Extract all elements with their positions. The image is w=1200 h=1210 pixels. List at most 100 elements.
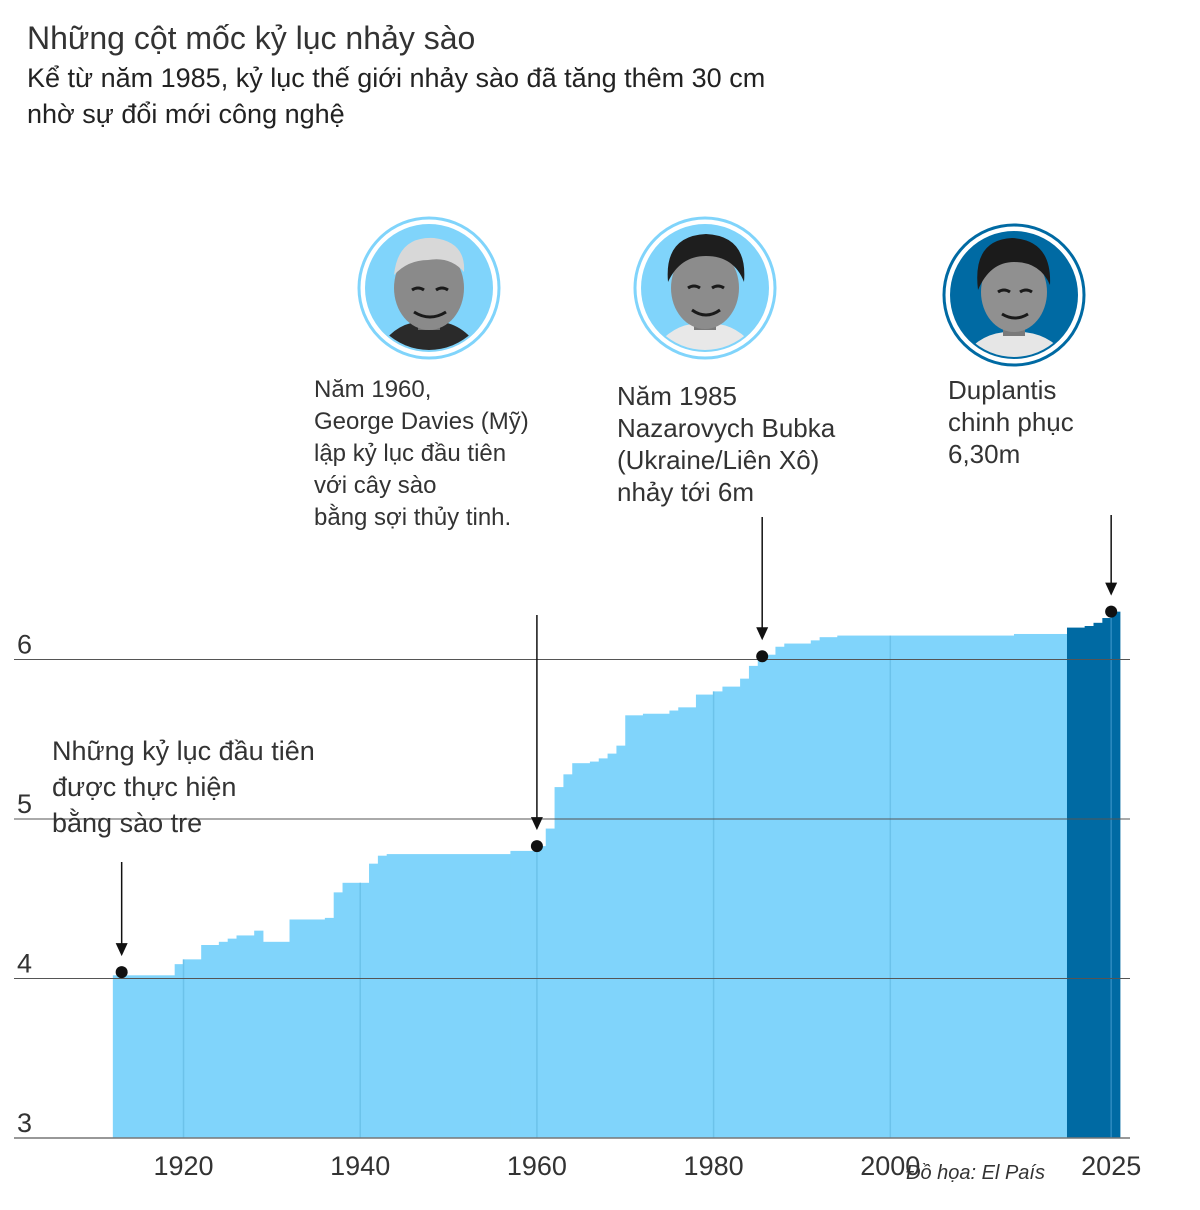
record-step-bar: [563, 774, 573, 1138]
y-tick-label: 5: [17, 789, 32, 819]
record-step-bar: [218, 941, 229, 1138]
arrow-layer: [115, 515, 1118, 957]
record-step-bar: [784, 643, 812, 1138]
x-tick-label: 1980: [684, 1151, 744, 1181]
annotation-line: Năm 1985: [617, 381, 737, 411]
record-step-bar: [254, 930, 264, 1138]
annotation-arrow-head: [530, 817, 543, 831]
record-marker-dot: [756, 650, 769, 663]
record-step-bar: [227, 938, 237, 1139]
record-step-bar: [678, 707, 697, 1138]
x-tick-label: 2025: [1081, 1151, 1141, 1181]
portrait-george-davies: [357, 216, 501, 360]
record-step-bar: [112, 975, 176, 1138]
record-step-bar: [713, 691, 723, 1138]
marker-layer: [115, 605, 1118, 979]
record-step-bar: [536, 846, 547, 1138]
record-step-bar: [722, 686, 741, 1138]
record-step-bar: [1111, 611, 1121, 1138]
annotation-line: được thực hiện: [52, 772, 237, 802]
record-step-bar: [201, 945, 220, 1138]
record-step-bar: [837, 635, 1015, 1138]
record-step-bar: [386, 854, 511, 1138]
annotation-bamboo: Những kỷ lục đầu tiên được thực hiện bằn…: [52, 733, 315, 841]
y-tick-label: 3: [17, 1108, 32, 1138]
chart-subtitle: Kể từ năm 1985, kỷ lục thế giới nhảy sào…: [27, 60, 927, 132]
record-step-bar: [589, 761, 600, 1138]
record-step-bar: [598, 758, 608, 1138]
portrait-duplantis: [942, 223, 1086, 367]
record-step-bar: [1084, 626, 1094, 1138]
record-step-bar: [236, 935, 255, 1138]
x-tick-label: 1920: [153, 1151, 213, 1181]
annotation-bubka: Năm 1985 Nazarovych Bubka (Ukraine/Liên …: [617, 380, 835, 508]
portrait-sergey-bubka: [633, 216, 777, 360]
record-step-bar: [616, 745, 626, 1138]
annotation-line: (Ukraine/Liên Xô): [617, 445, 820, 475]
annotation-davies: Năm 1960, George Davies (Mỹ) lập kỷ lục …: [314, 374, 529, 534]
chart-title: Những cột mốc kỷ lục nhảy sào: [27, 20, 476, 56]
annotation-line: nhảy tới 6m: [617, 477, 754, 507]
portrait-ring: [942, 223, 1086, 367]
record-step-bar: [1013, 633, 1068, 1138]
record-step-bar: [263, 941, 290, 1138]
portrait-ring: [633, 216, 777, 360]
person-portrait-icon: [650, 234, 760, 350]
x-tick-label: 1960: [507, 1151, 567, 1181]
annotation-arrow-head: [756, 627, 769, 641]
record-step-bar: [324, 917, 335, 1138]
annotation-line: chinh phục: [948, 407, 1074, 437]
record-step-bar: [757, 654, 776, 1138]
annotation-line: George Davies (Mỹ): [314, 408, 529, 435]
record-step-bar: [342, 882, 370, 1138]
portrait-ring: [357, 216, 501, 360]
record-step-bar: [669, 710, 679, 1138]
annotation-arrow-head: [115, 943, 128, 957]
annotation-line: lập kỷ lục đầu tiên: [314, 440, 507, 467]
record-step-bar: [642, 713, 670, 1138]
annotation-line: với cây sào: [314, 472, 437, 499]
record-step-bar: [607, 753, 617, 1138]
grid-layer: 3 4 5 6: [14, 630, 1130, 1139]
record-step-bar: [775, 646, 785, 1138]
record-step-bar: [748, 665, 759, 1138]
annotation-line: Những kỷ lục đầu tiên: [52, 736, 315, 766]
record-step-bar: [819, 637, 838, 1138]
record-step-bar: [625, 715, 644, 1138]
record-marker-dot: [115, 966, 128, 979]
subtitle-line: nhờ sự đổi mới công nghệ: [27, 99, 345, 129]
x-tick-label: 1940: [330, 1151, 390, 1181]
annotation-arrow-head: [1105, 582, 1118, 596]
annotation-line: bằng sợi thủy tinh.: [314, 504, 512, 531]
record-step-bar: [183, 959, 202, 1138]
record-step-bar: [174, 964, 184, 1138]
annotation-line: bằng sào tre: [52, 808, 203, 838]
record-step-bar: [333, 892, 343, 1138]
record-step-bar: [545, 828, 555, 1138]
record-step-bar: [695, 694, 714, 1138]
annotation-line: Nazarovych Bubka: [617, 413, 836, 443]
record-step-bar: [572, 763, 591, 1138]
record-step-bar: [740, 678, 750, 1138]
record-step-bar: [1093, 622, 1103, 1138]
record-marker-dot: [1105, 605, 1118, 618]
annotation-line: 6,30m: [948, 439, 1021, 469]
record-step-bar: [510, 850, 538, 1138]
x-tick-label: 2000: [860, 1151, 920, 1181]
axis-layer: 1920 1940 1960 1980 2000 2025: [153, 1151, 1141, 1181]
y-tick-label: 4: [17, 949, 32, 979]
credit-text: Đồ họa: El País: [906, 1162, 1045, 1184]
annotation-line: Năm 1960,: [314, 376, 432, 403]
record-step-bar: [1066, 627, 1086, 1138]
record-step-bar: [377, 855, 388, 1138]
annotation-duplantis: Duplantis chinh phục 6,30m: [948, 374, 1074, 470]
record-step-bar: [369, 863, 379, 1138]
record-step-bar: [289, 919, 326, 1138]
annotation-line: Duplantis: [948, 375, 1057, 405]
y-tick-label: 6: [17, 630, 32, 660]
record-step-bar: [810, 640, 821, 1138]
person-portrait-icon: [955, 238, 1075, 357]
subtitle-line: Kể từ năm 1985, kỷ lục thế giới nhảy sào…: [27, 63, 766, 93]
record-step-bar: [554, 787, 564, 1138]
